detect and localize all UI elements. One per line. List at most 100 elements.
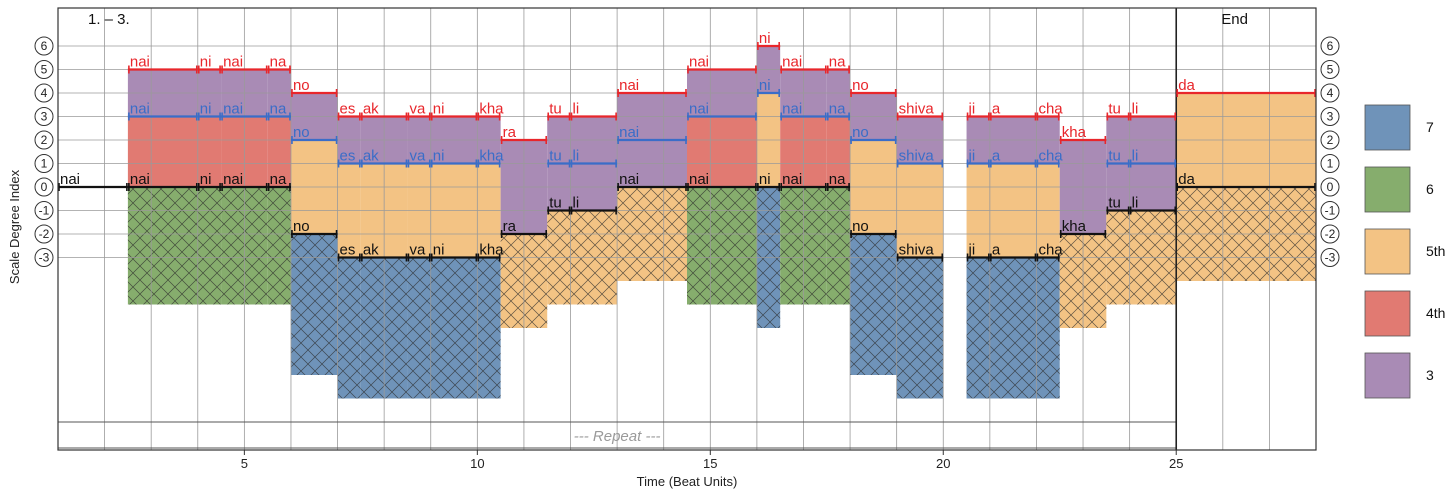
x-tick-label: 5	[241, 456, 248, 471]
syllable-label-mid: no	[852, 124, 869, 141]
syllable-label-note: li	[573, 195, 580, 212]
syllable-label-mid: va	[409, 148, 426, 165]
legend-label: 5th	[1426, 243, 1445, 259]
degree-circle-left	[34, 36, 54, 56]
syllable-label-top: ni	[200, 54, 212, 71]
syllable-label-top: shiva	[899, 101, 935, 118]
degree-circle-left	[34, 177, 54, 197]
degree-label-right: 5	[1327, 63, 1334, 77]
syllable-label-top: kha	[1062, 124, 1087, 141]
syllable-label-mid: ji	[968, 148, 976, 165]
syllable-label-note: es	[340, 242, 356, 259]
section-label-end: End	[1221, 11, 1248, 28]
syllable-label-note: na	[270, 171, 287, 188]
syllable-label-top: ra	[503, 124, 517, 141]
syllable-label-top: no	[293, 77, 310, 94]
syllable-label-top: tu	[1108, 101, 1121, 118]
syllable-label-note: ni	[759, 171, 771, 188]
degree-circle-left	[34, 107, 54, 126]
syllable-label-top: ak	[363, 101, 379, 118]
degree-circle-right	[1320, 224, 1340, 244]
degree-circle-right	[1320, 177, 1340, 197]
syllable-label-mid: nai	[689, 101, 709, 118]
fill-4th	[826, 116, 851, 187]
syllable-label-mid: cha	[1038, 148, 1063, 165]
x-tick-label: 20	[936, 456, 950, 471]
syllable-label-top: da	[1178, 77, 1195, 94]
hatch	[267, 187, 291, 305]
syllable-label-top: na	[270, 54, 287, 71]
plot-frame	[57, 7, 1317, 451]
legend-label: 7	[1426, 119, 1434, 135]
syllable-label-mid: shiva	[899, 148, 935, 165]
syllable-label-note: ni	[433, 242, 445, 259]
syllable-label-top: ni	[433, 101, 445, 118]
syllable-label-mid: kha	[479, 148, 504, 165]
syllable-label-note: nai	[619, 171, 639, 188]
fill-4th	[267, 116, 291, 187]
syllable-label-top: tu	[549, 101, 562, 118]
syllable-label-note: na	[829, 171, 846, 188]
degree-circle-left	[34, 60, 54, 79]
syllable-label-top: es	[340, 101, 356, 118]
degree-label-left: 5	[41, 63, 48, 77]
syllable-label-mid: nai	[782, 101, 802, 118]
hatch	[850, 234, 897, 375]
syllable-label-note: li	[1132, 195, 1139, 212]
syllable-label-top: li	[573, 101, 580, 118]
hatch	[477, 257, 501, 399]
degree-label-right: 1	[1327, 157, 1334, 171]
syllable-label-top: a	[992, 101, 1001, 118]
degree-label-left: 3	[41, 110, 48, 124]
degree-label-right: 0	[1327, 180, 1334, 194]
hatch	[197, 187, 222, 305]
syllable-label-top: cha	[1038, 101, 1063, 118]
y-axis-label: Scale Degree Index	[7, 169, 22, 284]
hatch	[407, 257, 431, 399]
syllable-label-note: ra	[503, 218, 517, 235]
degree-label-left: -2	[39, 227, 50, 241]
syllable-label-top: ji	[968, 101, 976, 118]
syllable-label-top: li	[1132, 101, 1139, 118]
degree-circle-right	[1320, 60, 1340, 79]
hatch	[430, 257, 478, 399]
syllable-label-note: no	[293, 218, 310, 235]
x-axis-label: Time (Beat Units)	[637, 474, 738, 489]
degree-label-left: 4	[41, 86, 48, 100]
syllable-label-mid: ni	[759, 77, 771, 94]
degree-circle-left	[34, 154, 54, 173]
hatch	[966, 257, 990, 399]
syllable-label-top: nai	[130, 54, 150, 71]
fill-4th	[687, 116, 757, 187]
syllable-label-top: nai	[223, 54, 243, 71]
syllable-label-mid: a	[992, 148, 1001, 165]
hatch	[896, 257, 944, 399]
degree-circle-left	[34, 201, 54, 220]
degree-circle-right	[1320, 83, 1340, 103]
syllable-label-mid: no	[293, 124, 310, 141]
x-tick-label: 25	[1169, 456, 1183, 471]
syllable-label-note: ni	[200, 171, 212, 188]
hatch	[687, 187, 757, 305]
degree-circle-left	[34, 130, 54, 150]
degree-circle-right	[1320, 107, 1340, 126]
degree-label-right: -2	[1325, 227, 1336, 241]
syllable-label-mid: ak	[363, 148, 379, 165]
degree-circle-left	[34, 248, 54, 267]
hatch	[1036, 257, 1060, 399]
syllable-label-note: no	[852, 218, 869, 235]
syllable-label-note: da	[1178, 171, 1195, 188]
degree-label-left: 2	[41, 133, 48, 147]
legend-swatch	[1364, 104, 1411, 151]
degree-label-right: 3	[1327, 110, 1334, 124]
degree-circle-right	[1320, 130, 1340, 150]
syllable-label-note: nai	[130, 171, 150, 188]
syllable-label-note: nai	[689, 171, 709, 188]
hatch	[337, 257, 361, 399]
syllable-label-note: kha	[1062, 218, 1087, 235]
degree-circle-right	[1320, 36, 1340, 56]
syllable-label-note: ji	[968, 242, 976, 259]
syllable-label-top: no	[852, 77, 869, 94]
repeat-label: --- Repeat ---	[574, 428, 661, 445]
